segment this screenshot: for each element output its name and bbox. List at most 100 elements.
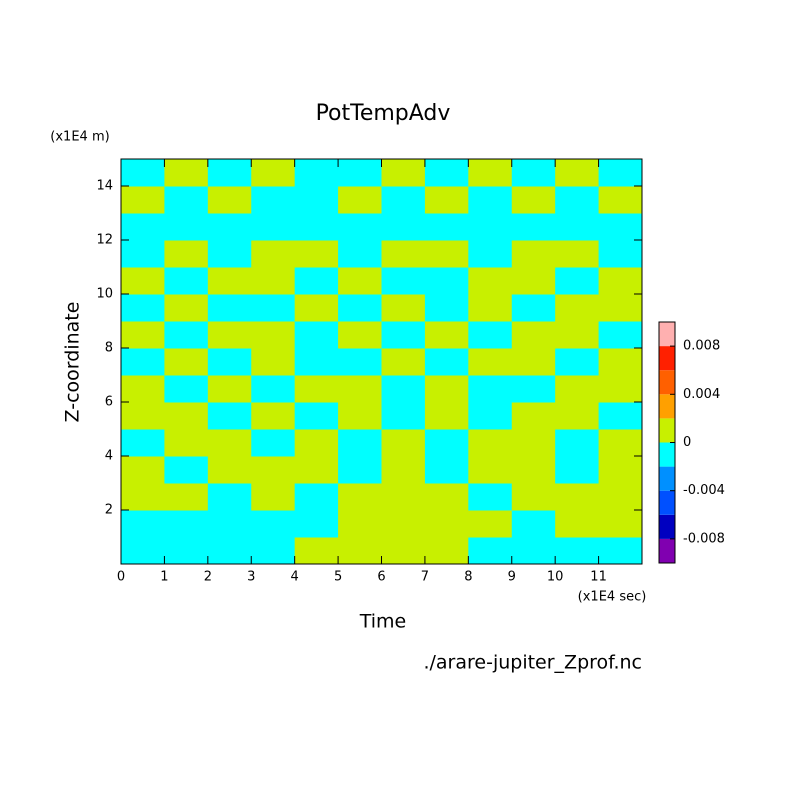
contour-cell xyxy=(468,456,513,484)
contour-cell xyxy=(424,267,469,295)
contour-cell xyxy=(294,267,339,295)
x-axis-label: Time xyxy=(359,611,407,633)
contour-cell xyxy=(511,456,556,484)
contour-cell xyxy=(338,321,382,349)
contour-cell xyxy=(164,267,209,295)
contour-cell xyxy=(338,429,382,457)
contour-cell xyxy=(555,456,600,484)
contour-cell xyxy=(207,294,252,322)
contour-cell xyxy=(121,402,165,430)
contour-cell xyxy=(121,375,165,403)
contour-cell xyxy=(121,510,165,538)
y-tick-label: 14 xyxy=(96,179,113,194)
contour-cell xyxy=(121,321,165,349)
y-tick-label: 10 xyxy=(96,287,113,302)
contour-cell xyxy=(381,186,426,214)
colorbar-segment xyxy=(659,394,675,419)
contour-cell xyxy=(338,240,382,268)
contour-cell xyxy=(251,429,296,457)
contour-cell xyxy=(555,294,600,322)
contour-cell xyxy=(121,348,165,376)
contour-cell xyxy=(381,483,426,511)
contour-cell xyxy=(555,483,600,511)
contour-cell xyxy=(555,375,600,403)
contour-cell xyxy=(164,186,209,214)
contour-cell xyxy=(381,510,426,538)
contour-cell xyxy=(468,375,513,403)
contour-cell xyxy=(251,186,296,214)
contour-cell xyxy=(424,348,469,376)
contour-cell xyxy=(598,483,643,511)
colorbar-segment xyxy=(659,466,675,491)
contour-cell xyxy=(598,267,643,295)
contour-cell xyxy=(381,240,426,268)
contour-cell xyxy=(338,213,382,241)
contour-cell xyxy=(207,537,252,565)
contour-cell xyxy=(468,537,513,565)
contour-cell xyxy=(251,483,296,511)
contour-cell xyxy=(381,321,426,349)
contour-cell xyxy=(598,402,643,430)
contour-cell xyxy=(424,159,469,187)
contour-cell xyxy=(338,510,382,538)
colorbar-segment xyxy=(659,346,675,371)
contour-cell xyxy=(121,294,165,322)
contour-cell xyxy=(511,429,556,457)
contour-cell xyxy=(164,429,209,457)
contour-cell xyxy=(294,240,339,268)
contour-cell xyxy=(294,159,339,187)
colorbar-segment xyxy=(659,322,675,347)
contour-cell xyxy=(468,294,513,322)
contour-cell xyxy=(121,483,165,511)
contour-cell xyxy=(164,402,209,430)
contour-cell xyxy=(511,240,556,268)
contour-cell xyxy=(164,294,209,322)
x-tick-label: 2 xyxy=(204,570,212,585)
contour-cell xyxy=(381,159,426,187)
contour-cell xyxy=(598,186,643,214)
contour-cell xyxy=(164,510,209,538)
contour-cell xyxy=(207,348,252,376)
x-tick-label: 8 xyxy=(464,570,472,585)
contour-cell xyxy=(207,213,252,241)
contour-cell xyxy=(468,321,513,349)
contour-cell xyxy=(381,294,426,322)
contour-cell xyxy=(511,159,556,187)
x-unit: (x1E4 sec) xyxy=(578,590,647,605)
x-tick-label: 9 xyxy=(508,570,516,585)
contour-cell xyxy=(121,537,165,565)
contour-cell xyxy=(511,483,556,511)
contour-cell xyxy=(338,456,382,484)
contour-cell xyxy=(468,267,513,295)
contour-cell xyxy=(207,159,252,187)
x-tick-label: 11 xyxy=(590,570,607,585)
y-axis-label: Z-coordinate xyxy=(62,302,84,423)
y-tick-label: 2 xyxy=(105,503,113,518)
contour-cell xyxy=(511,213,556,241)
colorbar-segment xyxy=(659,538,675,563)
contour-cell xyxy=(555,240,600,268)
contour-cell xyxy=(164,159,209,187)
contour-cell xyxy=(338,537,382,565)
contour-cell xyxy=(294,483,339,511)
contour-cell xyxy=(555,159,600,187)
contour-cell xyxy=(164,537,209,565)
contour-cell xyxy=(511,267,556,295)
contour-cell xyxy=(511,537,556,565)
contour-cell xyxy=(555,537,600,565)
contour-cell xyxy=(598,510,643,538)
contour-cell xyxy=(468,429,513,457)
y-tick-label: 6 xyxy=(105,395,113,410)
contour-cell xyxy=(468,213,513,241)
colorbar-segment xyxy=(659,514,675,539)
contour-cell xyxy=(338,159,382,187)
contour-cell xyxy=(381,456,426,484)
contour-cell xyxy=(294,294,339,322)
contour-cell xyxy=(424,186,469,214)
x-tick-label: 5 xyxy=(334,570,342,585)
contour-cell xyxy=(555,213,600,241)
contour-cell xyxy=(424,429,469,457)
contour-cell xyxy=(598,321,643,349)
contour-cell xyxy=(598,213,643,241)
